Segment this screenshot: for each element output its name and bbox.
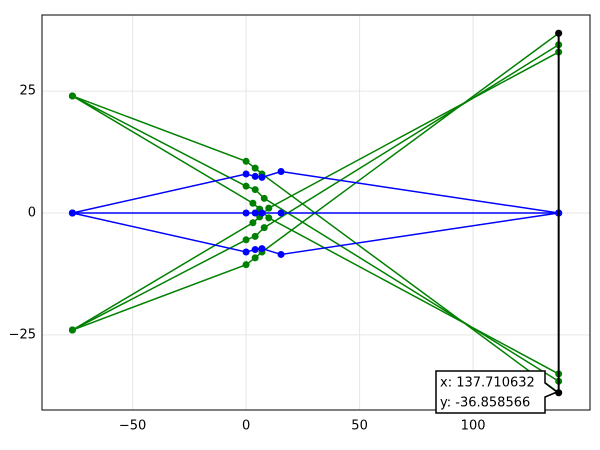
tooltip-line: x: 137.710632 [440, 376, 535, 391]
y-tick-label: 0 [28, 205, 36, 220]
plot-frame [41, 14, 591, 411]
point [68, 92, 76, 100]
series-line [72, 95, 560, 394]
point [251, 186, 259, 194]
point [251, 246, 259, 254]
point [242, 170, 250, 178]
point [258, 209, 266, 217]
point [242, 248, 250, 256]
series-line [72, 32, 560, 331]
point [277, 250, 285, 258]
tooltip: x: 137.710632 y: -36.858566 [435, 370, 559, 414]
x-tick-label: 100 [461, 419, 486, 434]
point [251, 164, 259, 172]
point [68, 209, 76, 217]
tooltip-box [435, 370, 559, 414]
point [555, 29, 563, 37]
point [265, 204, 273, 212]
y-tick-label: 25 [19, 84, 36, 99]
point [251, 209, 259, 217]
point [260, 224, 268, 232]
point [265, 214, 273, 222]
point [251, 172, 259, 180]
point [249, 199, 257, 207]
y-tick-label: −25 [9, 327, 36, 342]
point [242, 261, 250, 269]
point [277, 168, 285, 176]
x-tick-label: 0 [242, 419, 250, 434]
series-line [72, 170, 559, 214]
point [258, 245, 266, 253]
point [68, 326, 76, 334]
tooltip-line: y: -36.858566 [440, 396, 530, 411]
point [242, 182, 250, 190]
x-tick-label: −50 [119, 419, 146, 434]
point [242, 209, 250, 217]
point [277, 209, 285, 217]
point [242, 236, 250, 244]
series-line [72, 95, 560, 375]
series-line [72, 51, 560, 331]
x-tick-label: 50 [351, 419, 368, 434]
point [251, 232, 259, 240]
point [249, 219, 257, 227]
point [258, 173, 266, 181]
point [251, 254, 259, 262]
point [555, 389, 563, 397]
series-line [72, 212, 559, 256]
point [242, 157, 250, 165]
point [260, 194, 268, 202]
